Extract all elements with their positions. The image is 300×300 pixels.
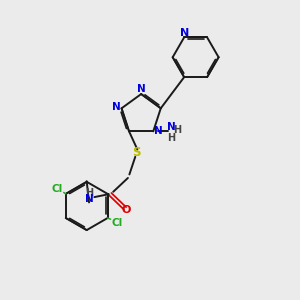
Text: H: H — [85, 188, 93, 198]
Text: N: N — [179, 28, 189, 38]
Text: S: S — [133, 146, 141, 159]
Text: Cl: Cl — [112, 218, 123, 228]
Text: H: H — [167, 133, 175, 143]
Text: O: O — [122, 206, 131, 215]
Text: N: N — [85, 194, 93, 204]
Text: N: N — [154, 126, 163, 136]
Text: N: N — [167, 122, 175, 132]
Text: Cl: Cl — [51, 184, 63, 194]
Text: N: N — [112, 102, 121, 112]
Text: H: H — [173, 125, 181, 135]
Text: N: N — [137, 84, 146, 94]
